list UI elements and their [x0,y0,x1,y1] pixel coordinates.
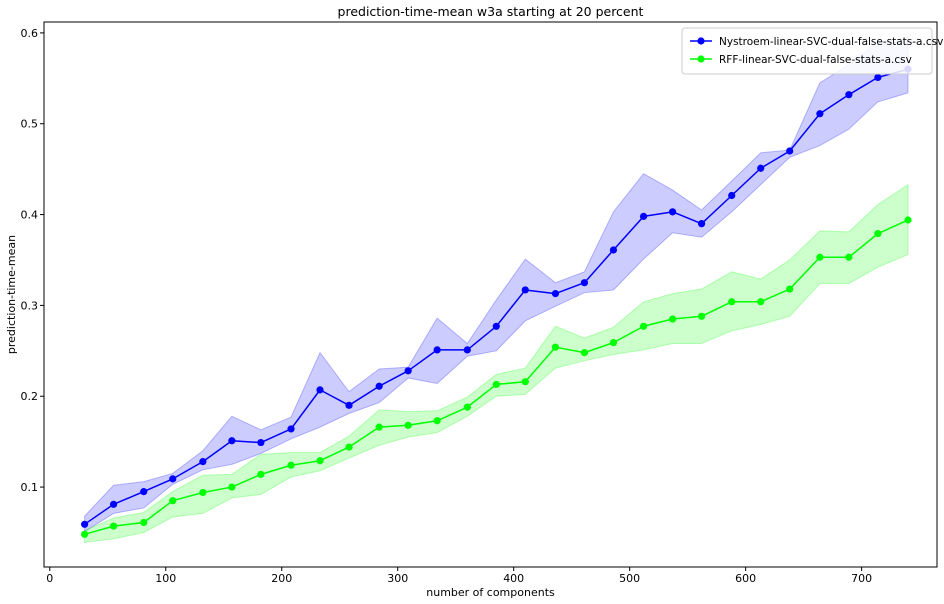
point-series-0-6 [257,438,265,447]
point-series-0-15 [521,286,529,294]
point-series-0-1 [109,500,118,508]
point-series-0-24 [786,147,794,155]
x-tick-label: 100 [155,572,176,585]
point-series-1-23 [757,298,765,306]
chart-title: prediction-time-mean w3a starting at 20 … [338,4,644,19]
y-axis-label: prediction-time-mean [5,235,18,354]
point-series-0-17 [580,279,589,287]
legend-marker-1 [697,55,705,63]
point-series-1-13 [463,403,471,411]
point-series-1-5 [228,483,236,491]
point-series-0-26 [845,91,853,99]
point-series-1-21 [697,312,706,320]
point-series-1-15 [521,378,529,386]
point-series-0-20 [668,208,677,216]
point-series-1-26 [845,253,853,261]
y-tick-label: 0.3 [21,299,39,312]
x-tick-label: 200 [271,572,292,585]
point-series-1-17 [580,349,589,357]
point-series-0-8 [316,386,324,394]
point-series-0-9 [345,401,353,409]
point-series-0-16 [551,289,560,298]
point-series-1-14 [492,380,500,389]
point-series-1-1 [109,522,118,530]
point-series-1-27 [874,230,882,238]
point-series-1-10 [375,423,383,431]
point-series-0-21 [697,220,706,228]
point-series-0-2 [140,488,148,496]
point-series-1-19 [639,322,648,330]
point-series-0-4 [199,458,207,466]
point-series-1-16 [551,343,560,351]
point-series-1-24 [786,285,794,293]
band-series-1 [84,183,909,544]
y-tick-label: 0.1 [21,481,39,494]
y-tick-label: 0.6 [21,27,39,40]
x-tick-label: 700 [851,572,872,585]
point-series-0-5 [228,437,236,445]
point-series-1-3 [169,497,177,505]
point-series-0-11 [404,367,412,375]
point-series-1-28 [904,216,912,224]
y-tick-label: 0.5 [21,118,39,131]
point-series-1-18 [609,339,618,347]
x-tick-label: 300 [387,572,408,585]
point-series-0-10 [375,382,383,390]
legend-label-1: RFF-linear-SVC-dual-false-stats-a.csv [719,54,912,66]
x-tick-label: 600 [735,572,756,585]
y-tick-label: 0.2 [21,390,39,403]
x-tick-label: 500 [619,572,640,585]
y-axis-ticks: 0.1 0.2 0.3 0.4 0.5 0.6 [21,27,44,494]
x-tick-label: 400 [503,572,524,585]
point-series-0-22 [728,191,736,200]
series-points [80,65,912,538]
point-series-1-11 [404,421,412,429]
point-series-0-19 [639,212,648,220]
legend-label-0: Nystroem-linear-SVC-dual-false-stats-a.c… [719,36,943,48]
point-series-1-22 [728,298,736,306]
point-series-1-7 [287,461,295,469]
point-series-0-3 [169,475,177,483]
point-series-0-14 [492,322,500,330]
legend-box [681,27,933,75]
band-series-0 [84,41,909,533]
point-series-1-0 [80,530,89,538]
confidence-bands [84,41,909,544]
point-series-0-23 [757,164,765,172]
point-series-1-4 [199,488,207,497]
x-axis-label: number of components [426,586,555,599]
point-series-0-25 [816,110,824,118]
point-series-0-7 [287,425,295,433]
point-series-0-13 [463,346,471,354]
point-series-1-9 [345,443,353,451]
x-axis-ticks: 0 100 200 300 400 500 600 700 [46,567,872,585]
x-tick-label: 0 [46,572,53,585]
legend-marker-0 [697,37,705,45]
point-series-1-2 [140,518,148,527]
point-series-1-8 [316,457,324,465]
plot-frame [43,21,938,568]
point-series-0-27 [874,73,882,82]
point-series-1-6 [257,470,265,478]
point-series-0-12 [433,346,441,354]
legend: Nystroem-linear-SVC-dual-false-stats-a.c… [681,27,943,75]
point-series-0-0 [80,520,89,528]
point-series-1-25 [816,253,824,261]
point-series-0-18 [609,246,618,254]
y-tick-label: 0.4 [21,209,39,222]
point-series-1-20 [668,315,677,323]
point-series-1-12 [433,417,441,425]
